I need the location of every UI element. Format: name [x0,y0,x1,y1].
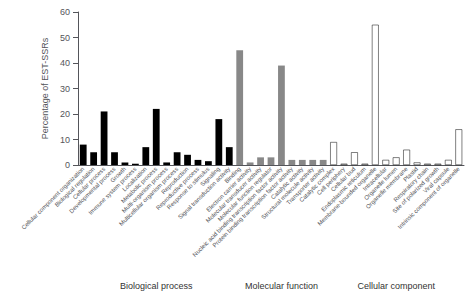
svg-text:Structural molecule activity: Structural molecule activity [260,165,315,221]
svg-text:Biological regulation: Biological regulation [54,166,96,208]
svg-text:Biological process: Biological process [120,281,193,291]
svg-text:Catalytic activity: Catalytic activity [269,165,305,201]
svg-text:30: 30 [60,84,70,94]
svg-text:Immune system process: Immune system process [87,165,138,216]
svg-text:Localization: Localization [121,165,148,193]
svg-text:60: 60 [60,7,70,17]
svg-text:Cellular bud: Cellular bud [329,165,357,193]
svg-text:Site of polarized growth: Site of polarized growth [391,165,440,215]
svg-text:Percentage of EST-SSRs: Percentage of EST-SSRs [40,37,50,139]
svg-text:Organelle membrane: Organelle membrane [364,165,409,210]
svg-text:Catalytic complex: Catalytic complex [298,165,336,204]
svg-text:Plastid: Plastid [402,165,420,183]
svg-text:40: 40 [60,58,70,68]
svg-text:Membrane-bounded organelle: Membrane-bounded organelle [316,165,378,227]
svg-text:Multicellular organism process: Multicellular organism process [118,165,180,227]
svg-text:Intrinsic component of organel: Intrinsic component of organelle [397,165,462,230]
svg-text:Cellular component organizatio: Cellular component organization [20,165,86,231]
svg-text:Protein binding transcription: Protein binding transcription factor act… [211,166,294,249]
svg-text:Response to stimulus: Response to stimulus [165,165,211,211]
svg-text:Multi-organism process: Multi-organism process [120,165,169,214]
svg-text:Cellular component: Cellular component [357,281,435,291]
svg-text:0: 0 [65,160,70,170]
svg-text:Molecular function regulator: Molecular function regulator [216,165,274,223]
svg-text:20: 20 [60,109,70,119]
svg-text:50: 50 [60,33,70,43]
svg-text:Binding: Binding [223,165,242,185]
svg-text:Cell periphery: Cell periphery [315,165,347,197]
svg-text:Electron carrier activity: Electron carrier activity [205,165,253,213]
svg-text:Reproduction: Reproduction [160,165,190,196]
svg-text:Respiratory chain: Respiratory chain [392,165,430,204]
svg-text:Developmental process: Developmental process [68,165,117,215]
svg-text:Viral capsule: Viral capsule [422,165,451,195]
svg-text:Molecular function: Molecular function [245,281,318,291]
svg-text:Transporter activity: Transporter activity [285,165,326,206]
svg-text:Endoplasmic reticulum: Endoplasmic reticulum [320,166,367,213]
svg-text:Reproductive process: Reproductive process [154,165,201,212]
svg-text:Molecular transducer activity: Molecular transducer activity [204,165,263,224]
svg-text:Nucleic acid binding transcrip: Nucleic acid binding transcription facto… [191,165,284,258]
svg-text:Metabolic process: Metabolic process [120,165,159,205]
svg-text:Signal transduction activity: Signal transduction activity [177,165,232,221]
svg-text:10: 10 [60,135,70,145]
svg-text:Growth: Growth [109,165,128,184]
svg-text:Organelle lumen: Organelle lumen [363,165,399,202]
svg-text:Cellular process: Cellular process [71,165,107,201]
svg-text:Intracellular: Intracellular [361,165,388,192]
svg-text:Signaling: Signaling [199,165,221,188]
